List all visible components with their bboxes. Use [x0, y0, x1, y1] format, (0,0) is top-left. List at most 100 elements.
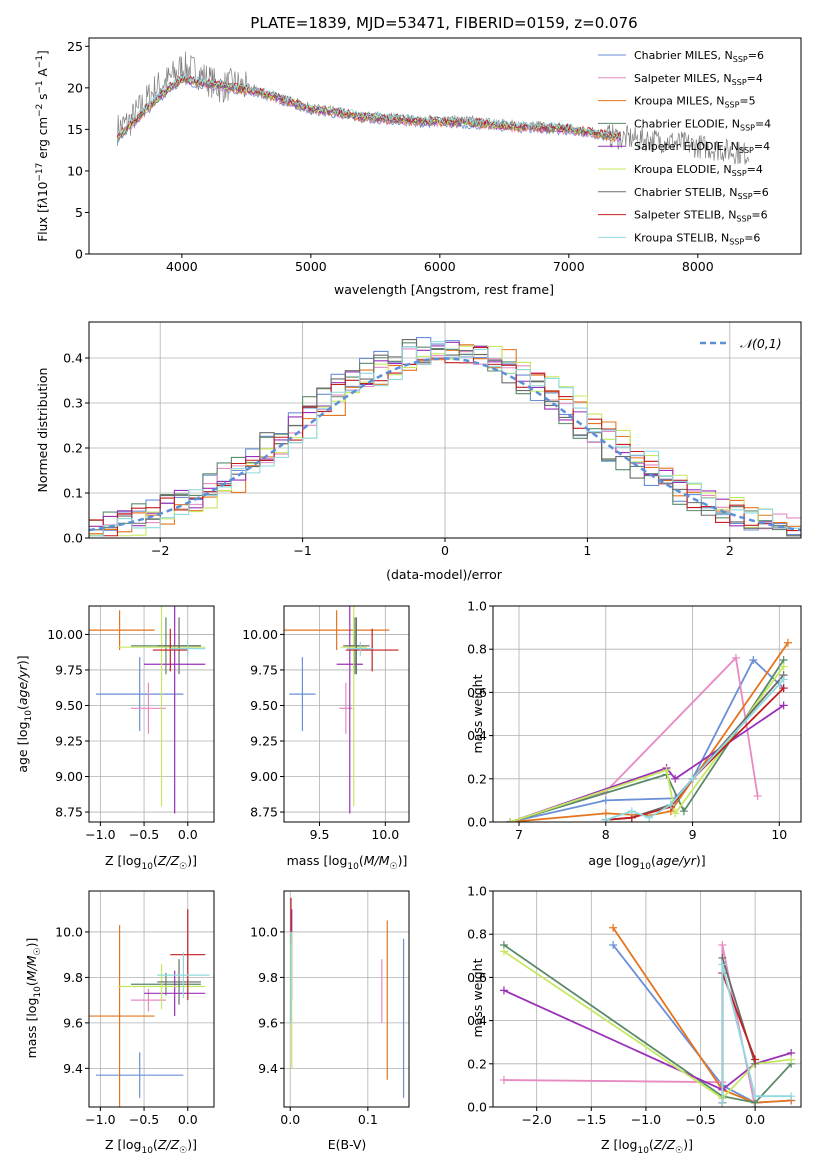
residuals-ytick-label: 0.4 — [63, 351, 83, 366]
mass-weight-marker — [779, 684, 788, 693]
mass-weight-marker — [779, 662, 788, 671]
massweight-vs-age-panel: 7 8 9 10 0.0 0.2 0.4 0.6 0.8 1.0 age [log10(age/y… — [467, 599, 802, 872]
mass-weight-marker — [609, 941, 618, 949]
spectrum-xtick-label: 7000 — [553, 259, 585, 274]
mass-weight-line — [503, 950, 792, 1100]
age-vs-Z-ylabel: age [log10(age/yr)] — [15, 655, 34, 772]
age-vs-Z-xtick-label: −0.5 — [129, 827, 159, 842]
mass-vs-Z-ytick-label: 9.8 — [63, 970, 83, 985]
massweight-vs-Z-xtick-label: −0.5 — [685, 1112, 715, 1127]
age-vs-mass-ytick-label: 9.00 — [250, 769, 278, 784]
legend-label: Salpeter ELODIE, NSSP=4 — [634, 140, 770, 155]
spectrum-ylabel: Flux [fλ10−17 erg cm−2 s−1 A−1] — [35, 50, 50, 241]
residual-histogram-step — [89, 346, 801, 537]
legend-normal-label: 𝒩(0,1) — [740, 336, 782, 351]
age-vs-Z-ytick-label: 10.00 — [47, 627, 83, 642]
mass-weight-marker — [645, 813, 654, 822]
massweight-vs-age-xtick-label: 9 — [689, 827, 697, 842]
residuals-ytick-label: 0.1 — [63, 486, 83, 501]
mass-weight-marker — [666, 800, 675, 809]
massweight-vs-Z-frame — [492, 890, 802, 1108]
mass-vs-Z-frame — [88, 890, 215, 1108]
mass-weight-line — [510, 665, 785, 822]
spectrum-model-line — [117, 78, 621, 143]
mass-weight-line — [510, 659, 785, 822]
spectrum-ytick-label: 0 — [75, 247, 83, 262]
massweight-vs-age-xlabel: age [log10(age/yr)] — [588, 853, 705, 872]
mass-weight-marker — [779, 675, 788, 684]
age-vs-Z-ytick-label: 9.00 — [55, 769, 83, 784]
mass-vs-Z-xtick-label: −1.0 — [85, 1112, 115, 1127]
residuals-ytick-label: 0.3 — [63, 396, 83, 411]
age-vs-mass-frame — [283, 605, 410, 823]
mass-weight-marker — [679, 807, 688, 816]
age-vs-mass-ytick-label: 9.75 — [250, 662, 278, 677]
residuals-panel: −2 −1 0 1 2 0.0 0.1 0.2 0.3 0.4 (data-model)/erro… — [35, 321, 802, 582]
massweight-vs-Z-xlabel: Z [log10(Z/Z☉)] — [601, 1137, 693, 1156]
age-vs-mass-xlabel: mass [log10(M/M☉)] — [287, 853, 408, 872]
spectrum-xtick-label: 8000 — [682, 259, 714, 274]
mass-weight-line — [503, 944, 792, 1104]
mass-weight-marker — [751, 1092, 760, 1101]
massweight-vs-Z-ylabel: mass weight — [470, 958, 485, 1037]
legend-label: Kroupa MILES, NSSP=5 — [634, 95, 756, 110]
massweight-vs-Z-xtick-label: 0.0 — [745, 1112, 765, 1127]
age-vs-mass-ytick-label: 9.50 — [250, 698, 278, 713]
mass-weight-line — [612, 927, 792, 1104]
age-vs-Z-xtick-label: −1.0 — [85, 827, 115, 842]
residuals-xtick-label: −1 — [293, 543, 311, 558]
mass-vs-Z-panel: −1.0 −0.5 0.0 9.4 9.6 9.8 10.0 Z [log10(Z/Z☉)]… — [24, 890, 215, 1156]
age-vs-Z-panel: −1.0 −0.5 0.0 8.75 9.00 9.25 9.50 9.75 10.00 Z [… — [15, 605, 215, 872]
mass-weight-marker — [506, 818, 515, 822]
legend-label: Salpeter STELIB, NSSP=6 — [634, 209, 768, 224]
mass-weight-marker — [601, 796, 610, 805]
mass-weight-marker — [499, 1076, 508, 1084]
spectrum-model-line — [117, 78, 621, 142]
age-vs-Z-plot-area — [89, 606, 206, 814]
massweight-vs-age-xtick-label: 8 — [602, 827, 610, 842]
massweight-vs-age-ytick-label: 0.0 — [467, 815, 487, 830]
mass-weight-marker — [627, 807, 636, 816]
mass-vs-EBV-ytick-label: 10.0 — [250, 924, 278, 939]
massweight-vs-Z-plot-area — [499, 923, 796, 1107]
spectrum-model-line — [116, 75, 621, 139]
mass-vs-Z-xlabel: Z [log10(Z/Z☉)] — [105, 1137, 197, 1156]
mass-vs-EBV-panel: 0.0 0.1 9.4 9.6 9.8 10.0 E(B-V) — [250, 890, 410, 1152]
age-vs-mass-ytick-label: 8.75 — [250, 805, 278, 820]
massweight-vs-Z-ytick-label: 0.0 — [467, 1100, 487, 1115]
spectrum-xtick-label: 6000 — [424, 259, 456, 274]
mass-weight-line — [605, 678, 785, 821]
spectrum-xtick-label: 5000 — [295, 259, 327, 274]
residuals-plot-area — [89, 337, 801, 537]
mass-weight-marker — [662, 766, 671, 775]
massweight-vs-Z-xtick-label: −1.0 — [631, 1112, 661, 1127]
mass-vs-EBV-xtick-label: 0.1 — [358, 1112, 378, 1127]
age-vs-Z-xtick-label: 0.0 — [178, 827, 198, 842]
mass-weight-marker — [783, 638, 792, 647]
mass-vs-Z-ytick-label: 10.0 — [55, 924, 83, 939]
spectrum-ytick-label: 15 — [67, 122, 83, 137]
legend-label: Chabrier MILES, NSSP=6 — [634, 49, 764, 64]
residuals-xtick-label: 1 — [583, 543, 591, 558]
residuals-xtick-label: 2 — [726, 543, 734, 558]
mass-weight-marker — [718, 941, 727, 949]
massweight-vs-age-ytick-label: 0.6 — [467, 685, 487, 700]
legend-label: Kroupa ELODIE, NSSP=4 — [634, 163, 763, 178]
massweight-vs-age-ytick-label: 0.2 — [467, 771, 487, 786]
mass-weight-marker — [731, 653, 740, 662]
mass-weight-marker — [751, 1055, 760, 1064]
legend-label: Chabrier ELODIE, NSSP=4 — [634, 117, 771, 132]
mass-vs-EBV-xtick-label: 0.0 — [280, 1112, 300, 1127]
mass-weight-marker — [499, 947, 508, 956]
spectrum-model-line — [117, 73, 621, 139]
spectrum-panel: 4000 5000 6000 7000 8000 0 5 10 15 20 25 wavelengt… — [35, 37, 802, 297]
mass-vs-Z-xtick-label: 0.0 — [178, 1112, 198, 1127]
mass-weight-line — [503, 989, 792, 1091]
legend-label: Salpeter MILES, NSSP=4 — [634, 72, 763, 87]
mass-weight-line — [721, 964, 792, 1103]
mass-weight-marker — [609, 923, 618, 932]
spectrum-ytick-label: 25 — [67, 39, 83, 54]
mass-weight-marker — [753, 792, 762, 801]
massweight-vs-Z-panel: −2.0 −1.5 −1.0 −0.5 0.0 0.0 0.2 0.4 0.6 0.8 1.0 Z … — [467, 884, 802, 1156]
